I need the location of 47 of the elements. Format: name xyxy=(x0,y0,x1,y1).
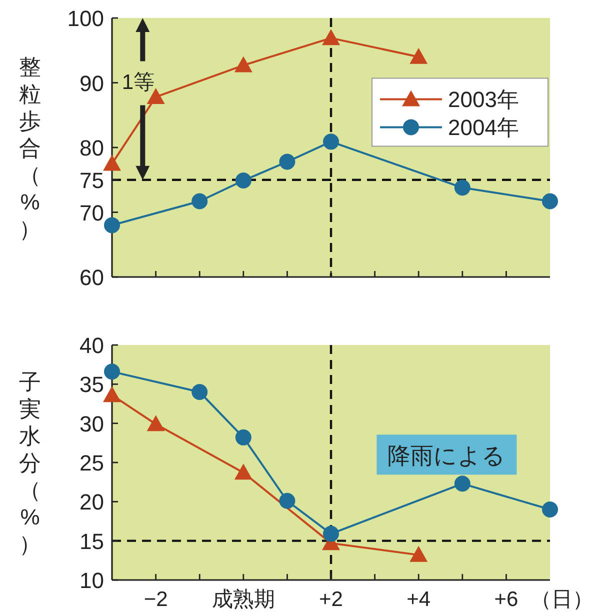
x-tick-label: 成熟期 xyxy=(212,588,275,611)
y-tick-label: 40 xyxy=(80,333,104,358)
point xyxy=(542,193,558,210)
point xyxy=(192,384,208,400)
x-tick-label: +6 xyxy=(494,588,518,611)
annotation: 1等 xyxy=(122,71,155,94)
x-tick-label: +4 xyxy=(406,588,431,611)
legend-label: 2004年 xyxy=(448,115,519,140)
point xyxy=(104,364,120,380)
annotation: 降雨による xyxy=(388,442,506,469)
point xyxy=(192,193,208,210)
y-tick-label: 100 xyxy=(67,6,104,31)
point xyxy=(323,134,339,150)
point xyxy=(410,48,428,64)
y-tick-label: 25 xyxy=(80,450,104,476)
y-axis-title: 子実水分（%） xyxy=(19,370,41,556)
y-tick-label: 10 xyxy=(80,568,104,593)
point xyxy=(234,56,252,72)
point xyxy=(279,154,296,170)
legend-label: 2003年 xyxy=(448,87,519,112)
y-tick-label: 80 xyxy=(80,136,104,160)
y-tick-label: 35 xyxy=(80,372,104,398)
y-axis-title: 整粒歩合（%） xyxy=(19,54,41,242)
x-axis-title: （日） xyxy=(530,588,594,611)
y-tick-label: 15 xyxy=(80,528,104,554)
point xyxy=(322,29,340,46)
point xyxy=(104,217,120,234)
point xyxy=(410,546,428,562)
point xyxy=(103,154,121,171)
x-tick-label: −2 xyxy=(144,588,168,611)
point xyxy=(235,172,252,189)
y-tick-label: 60 xyxy=(80,265,104,290)
point xyxy=(542,502,558,518)
y-tick-label: 70 xyxy=(80,200,104,226)
y-tick-label: 90 xyxy=(80,70,104,96)
point xyxy=(279,492,296,509)
point xyxy=(103,386,121,402)
y-tick-label: 30 xyxy=(80,411,104,436)
point xyxy=(454,180,470,196)
point xyxy=(323,526,339,542)
point xyxy=(146,415,165,432)
point xyxy=(234,464,252,480)
point xyxy=(235,429,252,446)
y-tick-label: 20 xyxy=(80,490,104,515)
x-tick-label: +2 xyxy=(319,588,343,611)
point xyxy=(454,476,470,492)
y-tick-label: 75 xyxy=(80,168,104,193)
